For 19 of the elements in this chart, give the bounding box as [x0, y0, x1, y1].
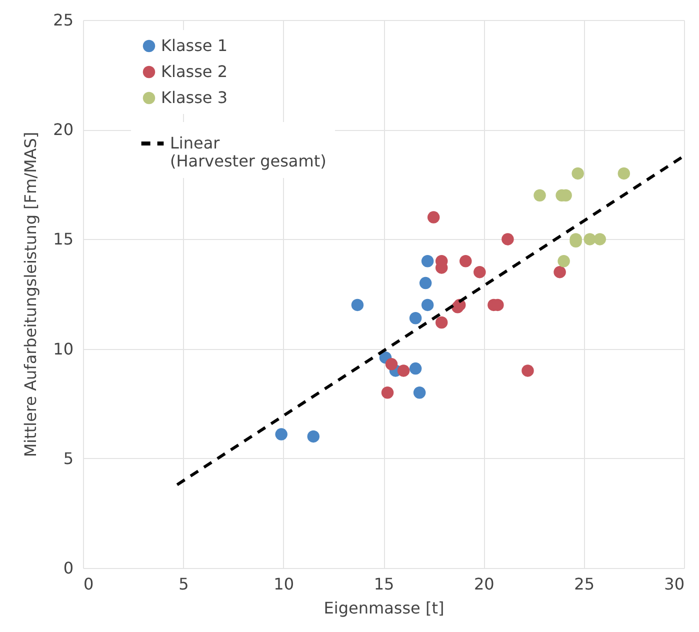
y-tick-label: 0	[63, 558, 74, 578]
x-tick-label: 10	[274, 574, 294, 594]
y-tick-label: 5	[63, 448, 74, 468]
x-tick-label: 0	[84, 574, 94, 594]
x-tick-label: 15	[374, 574, 394, 594]
legend-label: Klasse 3	[161, 88, 228, 107]
legend-label: Klasse 1	[161, 36, 228, 55]
x-tick-label: 20	[474, 574, 494, 594]
y-tick-label: 25	[53, 10, 74, 30]
y-tick-label: 15	[53, 230, 74, 249]
legend-label: Klasse 2	[161, 62, 228, 81]
x-tick-label: 30	[664, 574, 684, 594]
y-tick-label: 10	[53, 339, 74, 358]
x-axis-title: Eigenmasse [t]	[324, 598, 444, 618]
y-tick-label: 20	[53, 120, 74, 140]
x-tick-label: 5	[178, 574, 189, 594]
y-axis-title: Mittlere Aufarbeitungsleistung [Fm/MAS]	[21, 132, 40, 458]
x-tick-label: 25	[574, 574, 595, 594]
legend-label: Linear (Harvester gesamt)	[170, 134, 326, 170]
